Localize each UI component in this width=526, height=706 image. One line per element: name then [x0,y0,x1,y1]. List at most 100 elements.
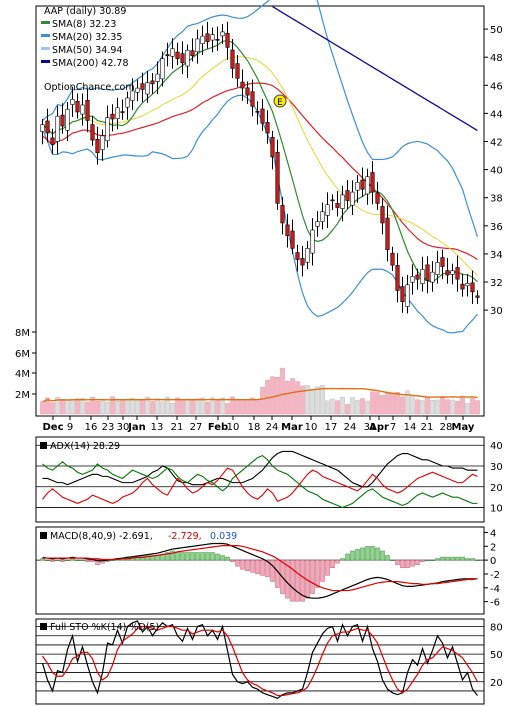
price-tick-label: 50 [490,25,503,36]
volume-bar [425,397,430,415]
price-tick-label: 38 [490,194,503,205]
price-tick-label: 46 [490,81,503,92]
stochastic-legend: Full STO %K(14) %D(5) [40,622,159,633]
macd-histogram-bar [170,550,175,561]
candle-body [120,111,125,113]
x-axis-label: 10 [227,422,240,433]
legend-swatch-sma20 [41,34,50,37]
price-panel [35,5,485,417]
candle-body [365,176,370,195]
adx-tick-label: 10 [490,504,503,515]
legend-sma50: SMA(50) 34.94 [52,45,122,56]
volume-bar [195,398,200,415]
volume-bar [115,400,120,415]
volume-bar [435,399,440,415]
price-tick-label: 40 [490,166,503,177]
volume-bar [375,392,380,415]
macd-histogram-bar [285,559,290,599]
volume-bar [310,388,315,415]
macd-histogram-bar [475,559,480,561]
candle-body [445,270,450,276]
macd-histogram-bar [375,547,380,561]
macd-histogram-bar [205,552,210,561]
candle-body [420,269,425,284]
macd-histogram-bar [400,559,405,568]
x-axis-label: 18 [248,422,261,433]
macd-histogram-bar [395,559,400,565]
macd-histogram-bar [70,558,75,561]
volume-bar [320,385,325,415]
candle-body [330,199,335,202]
sma20-line [42,56,478,276]
volume-bar [460,396,465,415]
macd-tick-label: 4 [490,528,496,539]
macd-histogram-bar [335,559,340,564]
price-tick-label: 34 [490,250,503,261]
volume-bar [400,396,405,415]
volume-bar [260,386,265,415]
candle-body [315,221,320,227]
volume-bar [360,398,365,415]
macd-tick-label: -2 [490,570,500,581]
x-axis-label: Jan [127,422,146,433]
price-tick-label: 30 [490,306,503,317]
volume-bar [200,397,205,415]
candle-body [125,97,130,108]
candles-layer [40,21,480,602]
macd-tick-label: -6 [490,598,500,609]
volume-bar [470,398,475,415]
x-axis-label: Mar [281,422,303,433]
volume-bar [300,385,305,415]
legend-swatch-sma8 [41,21,50,24]
candle-body [275,151,280,204]
candle-body [145,82,150,95]
adx-series-line [42,450,478,488]
adx-series-line [42,454,478,509]
candle-body [380,206,385,224]
volume-bar [390,393,395,415]
volume-bar [365,400,370,415]
volume-bar [180,399,185,415]
candle-body [45,120,50,134]
candle-body [200,35,205,45]
macd-histogram-bar [175,552,180,561]
volume-bar [245,399,250,415]
volume-bar [125,398,130,415]
volume-bar [135,400,140,415]
volume-tick-label: 8M [15,328,30,339]
x-axis-label: 13 [151,422,164,433]
macd-histogram-bar [220,555,225,561]
macd-histogram-bar [440,556,445,561]
candle-body [465,283,470,287]
macd-histogram-bar [145,555,150,561]
volume-bar [70,399,75,415]
volume-bar [60,399,65,415]
macd-histogram-bar [380,550,385,561]
legend-sma8: SMA(8) 32.23 [52,19,116,30]
macd-value: -2.729, [168,531,202,542]
volume-bar [230,396,235,415]
adx-title: ADX(14) 28.29 [50,441,120,452]
candle-body [135,87,140,93]
macd-histogram-bar [235,559,240,567]
candle-body [105,117,110,142]
sma8-line [42,40,478,283]
bollinger-upper [42,0,479,238]
candle-body [100,135,105,150]
candle-body [455,267,460,280]
candle-body [50,137,55,145]
stochastic-tick-label: 20 [490,678,503,689]
x-axis-label: Apr [369,422,389,433]
stochastic-title: Full STO %K(14) %D(5) [50,622,159,633]
volume-bar [205,401,210,415]
candle-body [170,48,175,57]
x-axis-label: Feb [208,422,228,433]
volume-bar [165,396,170,415]
volume-bar [430,400,435,415]
macd-swatch [40,532,47,539]
macd-histogram-bar [370,546,375,561]
candle-body [450,270,455,275]
volume-bar [285,381,290,415]
volume-bar [130,398,135,415]
stochastic-tick-label: 50 [490,650,503,661]
